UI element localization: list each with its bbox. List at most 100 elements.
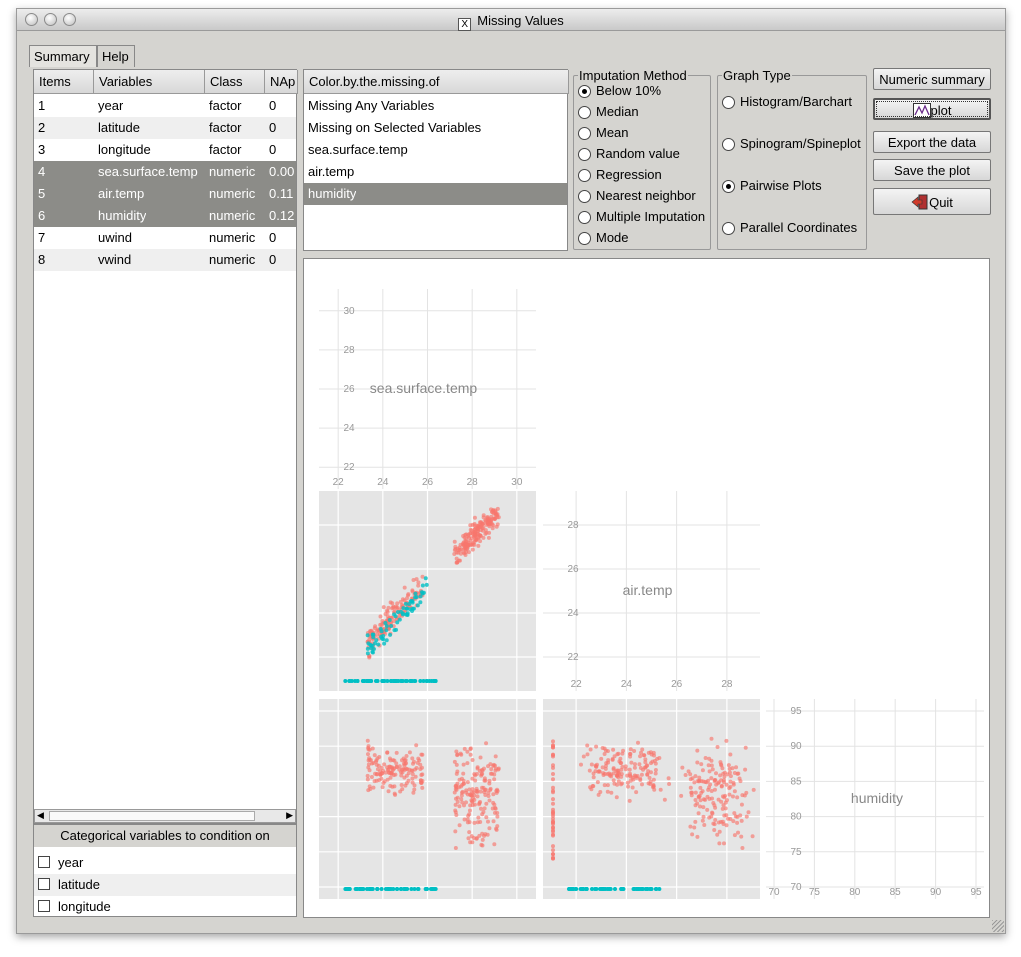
radio-button[interactable] xyxy=(578,169,591,182)
radio-button[interactable] xyxy=(578,85,591,98)
radio-button[interactable] xyxy=(578,190,591,203)
data-point-observed xyxy=(739,818,744,823)
condition-longitude[interactable]: longitude xyxy=(34,896,296,918)
cell-nap: 0.00 xyxy=(269,164,295,179)
quit-button[interactable]: Quit xyxy=(873,188,991,215)
data-point-observed xyxy=(385,750,390,755)
data-point-observed xyxy=(366,747,371,752)
table-row[interactable]: 7 uwind numeric 0 xyxy=(34,227,296,249)
col-header-nap[interactable]: NAp xyxy=(265,70,298,94)
radio-button[interactable] xyxy=(578,106,591,119)
checkbox[interactable] xyxy=(38,900,50,912)
radio-button[interactable] xyxy=(578,127,591,140)
condition-latitude[interactable]: latitude xyxy=(34,874,296,896)
color-by-item[interactable]: Missing Any Variables xyxy=(304,95,567,117)
data-point-observed xyxy=(738,813,743,818)
data-point-missing xyxy=(649,887,654,891)
tick-label-x: 75 xyxy=(809,887,821,898)
plot-button[interactable]: plot xyxy=(873,98,991,120)
condition-year[interactable]: year xyxy=(34,852,296,874)
data-point-missing xyxy=(423,576,428,581)
col-header-items[interactable]: Items xyxy=(34,70,94,94)
color-by-item[interactable]: air.temp xyxy=(304,161,567,183)
data-point-observed xyxy=(607,771,612,776)
data-point-observed xyxy=(701,797,706,802)
data-point-observed xyxy=(468,531,473,536)
color-by-label: Missing on Selected Variables xyxy=(308,120,482,135)
data-point-observed xyxy=(619,774,624,779)
table-row[interactable]: 6 humidity numeric 0.12 xyxy=(34,205,296,227)
data-point-observed xyxy=(366,758,371,763)
scroll-left-icon[interactable]: ◀ xyxy=(37,810,44,820)
data-point-missing xyxy=(414,595,419,600)
minimize-window-icon[interactable] xyxy=(44,13,57,26)
cell-item: 8 xyxy=(38,252,46,267)
data-point-observed xyxy=(454,762,459,767)
data-point-missing xyxy=(421,590,426,595)
resize-grip[interactable] xyxy=(992,920,1004,932)
data-point-observed xyxy=(614,795,619,800)
zoom-window-icon[interactable] xyxy=(63,13,76,26)
radio-button[interactable] xyxy=(578,211,591,224)
color-by-item[interactable]: sea.surface.temp xyxy=(304,139,567,161)
data-point-observed xyxy=(744,814,749,819)
data-point-observed xyxy=(680,765,685,770)
data-point-observed xyxy=(635,740,640,745)
table-row[interactable]: 4 sea.surface.temp numeric 0.00 xyxy=(34,161,296,183)
table-row[interactable]: 5 air.temp numeric 0.11 xyxy=(34,183,296,205)
col-header-variables[interactable]: Variables xyxy=(94,70,205,94)
color-by-item[interactable]: humidity xyxy=(304,183,567,205)
data-point-observed xyxy=(390,606,395,611)
horizontal-scrollbar[interactable]: ◀ ▶ xyxy=(34,809,296,823)
numeric-summary-button[interactable]: Numeric summary xyxy=(873,68,991,90)
data-point-observed xyxy=(739,802,744,807)
data-point-observed xyxy=(464,790,469,795)
graph-type-title: Graph Type xyxy=(722,68,792,83)
radio-button[interactable] xyxy=(722,138,735,151)
radio-button[interactable] xyxy=(578,232,591,245)
data-point-observed xyxy=(699,762,704,767)
data-point-missing xyxy=(418,594,423,599)
data-point-observed xyxy=(721,841,726,846)
checkbox[interactable] xyxy=(38,878,50,890)
table-row[interactable]: 1 year factor 0 xyxy=(34,95,296,117)
tab-summary[interactable]: Summary xyxy=(29,45,97,67)
data-point-observed xyxy=(615,782,620,787)
table-row[interactable]: 3 longitude factor 0 xyxy=(34,139,296,161)
col-header-class[interactable]: Class xyxy=(205,70,265,94)
tick-label-y: 28 xyxy=(343,345,355,356)
export-data-button[interactable]: Export the data xyxy=(873,131,991,153)
data-point-observed xyxy=(688,824,693,829)
tab-help[interactable]: Help xyxy=(97,45,135,67)
imputation-label: Median xyxy=(596,104,639,119)
data-point-observed xyxy=(466,813,471,818)
scroll-right-icon[interactable]: ▶ xyxy=(286,810,293,820)
table-row[interactable]: 8 vwind numeric 0 xyxy=(34,249,296,271)
color-by-item[interactable]: Missing on Selected Variables xyxy=(304,117,567,139)
data-point-observed xyxy=(488,787,493,792)
radio-button[interactable] xyxy=(722,96,735,109)
data-point-observed xyxy=(639,750,644,755)
data-point-observed xyxy=(615,773,620,778)
data-point-observed xyxy=(690,832,695,837)
data-point-observed xyxy=(594,744,599,749)
diag-panel-sea.surface.temp: 22 22 24 24 26 26 28 28 30 30 sea.surface.temp xyxy=(319,289,536,489)
cell-variable: year xyxy=(98,98,124,113)
data-point-observed xyxy=(706,763,711,768)
data-point-observed xyxy=(462,746,467,751)
radio-button[interactable] xyxy=(722,180,735,193)
data-point-observed xyxy=(709,789,714,794)
data-point-observed xyxy=(606,758,611,763)
save-plot-button[interactable]: Save the plot xyxy=(873,159,991,181)
table-row[interactable]: 2 latitude factor 0 xyxy=(34,117,296,139)
data-point-observed xyxy=(416,580,421,585)
tick-label-x: 95 xyxy=(970,887,982,898)
scrollbar-thumb[interactable] xyxy=(49,811,255,821)
radio-button[interactable] xyxy=(722,222,735,235)
data-point-observed xyxy=(732,811,737,816)
radio-button[interactable] xyxy=(578,148,591,161)
data-point-missing xyxy=(407,602,412,607)
close-window-icon[interactable] xyxy=(25,13,38,26)
data-point-observed xyxy=(461,762,466,767)
checkbox[interactable] xyxy=(38,856,50,868)
